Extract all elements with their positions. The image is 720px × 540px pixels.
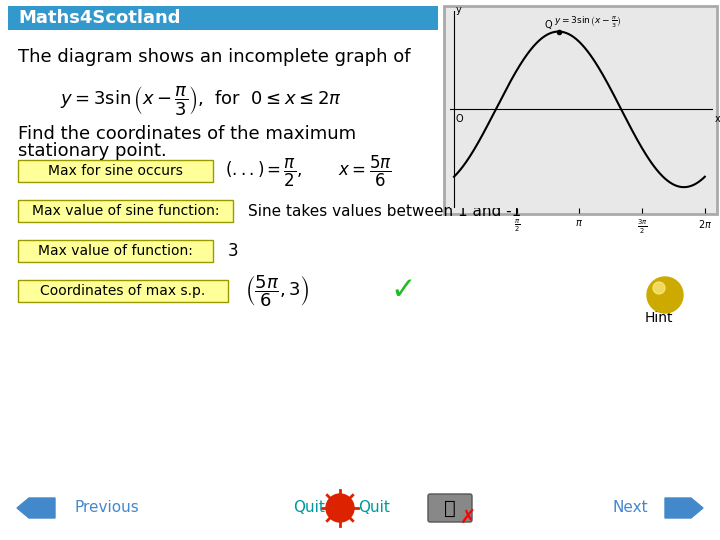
- FancyBboxPatch shape: [444, 6, 717, 214]
- FancyBboxPatch shape: [428, 494, 472, 522]
- FancyBboxPatch shape: [18, 280, 228, 302]
- Text: 📷: 📷: [444, 498, 456, 517]
- Text: Quit: Quit: [293, 501, 325, 516]
- FancyArrow shape: [665, 498, 703, 518]
- Text: y: y: [456, 5, 462, 16]
- Text: Hint: Hint: [645, 311, 673, 325]
- FancyBboxPatch shape: [8, 6, 438, 30]
- Text: Quit: Quit: [358, 501, 390, 516]
- Text: 3: 3: [228, 242, 238, 260]
- FancyBboxPatch shape: [18, 160, 213, 182]
- Text: $y = 3\sin\left(x - \dfrac{\pi}{3}\right)$,  for  $0 \leq x \leq 2\pi$: $y = 3\sin\left(x - \dfrac{\pi}{3}\right…: [60, 84, 342, 117]
- FancyBboxPatch shape: [18, 200, 233, 222]
- Text: Coordinates of max s.p.: Coordinates of max s.p.: [40, 284, 206, 298]
- Text: Max for sine occurs: Max for sine occurs: [48, 164, 183, 178]
- Text: Max value of sine function:: Max value of sine function:: [32, 204, 220, 218]
- Circle shape: [647, 277, 683, 313]
- Text: Sine takes values between 1 and -1: Sine takes values between 1 and -1: [248, 204, 521, 219]
- Text: $y=3\sin\left(x-\frac{\pi}{3}\right)$: $y=3\sin\left(x-\frac{\pi}{3}\right)$: [554, 15, 621, 30]
- Text: stationary point.: stationary point.: [18, 142, 167, 160]
- Text: ✓: ✓: [390, 276, 415, 306]
- FancyArrow shape: [17, 498, 55, 518]
- Text: ✗: ✗: [460, 509, 477, 528]
- Circle shape: [653, 282, 665, 294]
- Circle shape: [326, 494, 354, 522]
- FancyBboxPatch shape: [18, 240, 213, 262]
- Text: Maths4Scotland: Maths4Scotland: [18, 9, 181, 27]
- Text: $\left(\dfrac{5\pi}{6}, 3\right)$: $\left(\dfrac{5\pi}{6}, 3\right)$: [245, 273, 310, 309]
- Text: $(...) = \dfrac{\pi}{2}$,       $x = \dfrac{5\pi}{6}$: $(...) = \dfrac{\pi}{2}$, $x = \dfrac{5\…: [225, 153, 392, 188]
- Text: Next: Next: [613, 501, 648, 516]
- Text: Q: Q: [544, 19, 552, 30]
- Text: Find the coordinates of the maximum: Find the coordinates of the maximum: [18, 125, 356, 143]
- Text: Max value of function:: Max value of function:: [38, 244, 193, 258]
- Text: O: O: [456, 114, 464, 124]
- Text: The diagram shows an incomplete graph of: The diagram shows an incomplete graph of: [18, 48, 410, 66]
- Text: x: x: [715, 114, 720, 124]
- Text: Previous: Previous: [75, 501, 140, 516]
